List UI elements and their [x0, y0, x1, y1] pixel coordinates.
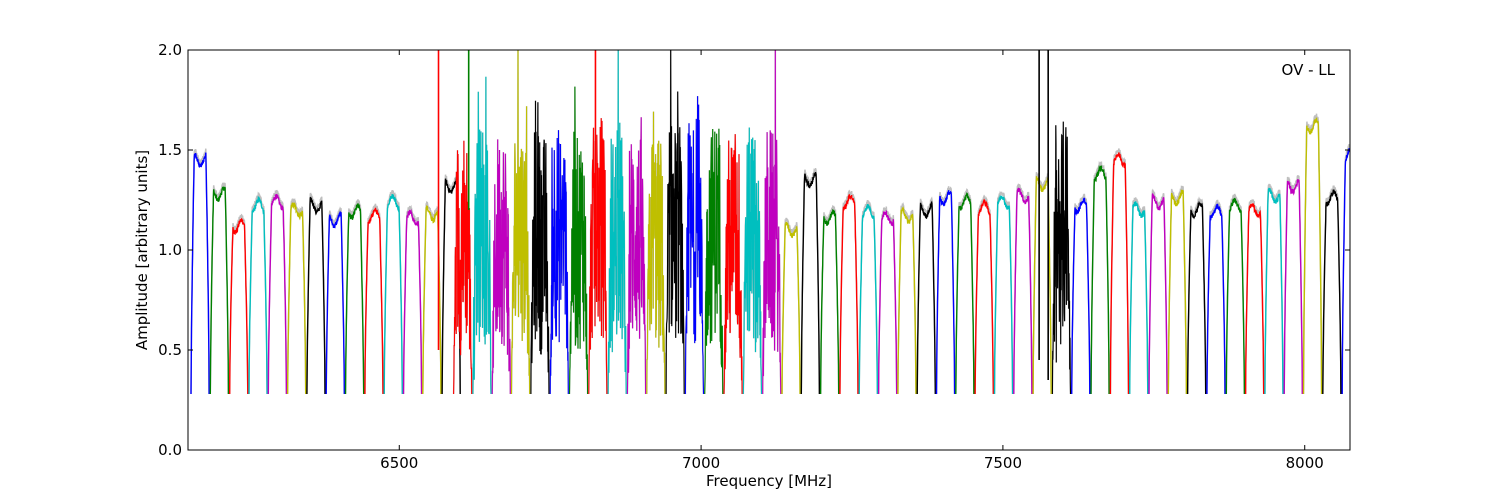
series-line-60	[1341, 146, 1350, 395]
x-tick-label-2: 7500	[984, 454, 1022, 472]
series-line-0	[190, 152, 210, 395]
series-line-48	[1109, 152, 1130, 395]
spike-layer	[437, 50, 1049, 380]
series-line-54	[1225, 197, 1246, 395]
series-line-15	[472, 76, 492, 395]
series-line-17	[510, 50, 531, 395]
series-line-3	[248, 195, 268, 395]
series-line-49	[1129, 201, 1149, 395]
series-line-9	[364, 207, 384, 395]
series-line-45	[1051, 121, 1072, 395]
series-line-27	[704, 128, 724, 395]
series-line-26	[684, 96, 705, 395]
series-line-11	[402, 208, 423, 395]
x-axis-ticks: 6500 7000 7500 8000	[380, 50, 1324, 472]
series-line-33	[819, 208, 840, 395]
series-line-37	[897, 206, 917, 395]
series-line-58	[1302, 117, 1323, 395]
series-line-1	[209, 186, 230, 395]
series-line-34	[839, 193, 859, 395]
x-tick-label-0: 6500	[380, 454, 418, 472]
series-line-21	[588, 118, 608, 395]
series-line-28	[723, 134, 743, 395]
series-line-5	[286, 202, 307, 395]
series-line-41	[974, 198, 994, 395]
series-line-39	[935, 190, 956, 395]
series-line-47	[1090, 164, 1110, 395]
series-line-8	[344, 203, 365, 395]
series-line-20	[568, 86, 589, 395]
series-line-35	[858, 204, 879, 395]
series-line-38	[916, 200, 936, 395]
series-line-29	[742, 127, 763, 395]
series-line-56	[1264, 187, 1284, 395]
series-line-43	[1013, 187, 1033, 395]
x-axis-label: Frequency [MHz]	[706, 472, 832, 490]
y-axis-label: Amplitude [arbitrary units]	[133, 150, 151, 350]
series-line-25	[665, 50, 685, 395]
series-line-16	[491, 139, 511, 395]
series-line-51	[1167, 189, 1188, 395]
series-line-59	[1322, 189, 1342, 395]
series-line-23	[626, 117, 647, 395]
series-line-57	[1283, 179, 1303, 395]
series-line-10	[383, 193, 403, 395]
chart-annotation: OV - LL	[1282, 61, 1336, 79]
series-line-55	[1244, 202, 1265, 395]
series-line-46	[1071, 197, 1091, 395]
y-tick-label-1: 0.5	[158, 341, 182, 359]
series-layer	[190, 50, 1350, 395]
series-line-53	[1206, 203, 1226, 395]
series-line-52	[1186, 200, 1207, 395]
series-line-42	[993, 194, 1014, 395]
series-line-22	[607, 50, 627, 395]
y-tick-label-0: 0.0	[158, 441, 182, 459]
series-line-19	[549, 130, 569, 395]
series-line-32	[800, 172, 821, 395]
series-line-30	[762, 50, 782, 395]
series-line-6	[306, 196, 326, 395]
y-tick-label-3: 1.5	[158, 141, 182, 159]
series-line-4	[267, 193, 288, 395]
y-axis-ticks: 0.0 0.5 1.0 1.5 2.0	[158, 41, 1350, 459]
series-line-40	[955, 192, 975, 395]
series-line-36	[877, 210, 898, 395]
series-line-2	[229, 217, 249, 395]
y-tick-label-4: 2.0	[158, 41, 182, 59]
series-line-24	[646, 111, 666, 395]
series-line-50	[1148, 192, 1168, 395]
x-tick-label-3: 8000	[1286, 454, 1324, 472]
y-tick-label-2: 1.0	[158, 241, 182, 259]
series-line-31	[781, 221, 801, 395]
x-tick-label-1: 7000	[682, 454, 720, 472]
series-line-7	[325, 210, 345, 395]
series-line-18	[530, 100, 550, 395]
